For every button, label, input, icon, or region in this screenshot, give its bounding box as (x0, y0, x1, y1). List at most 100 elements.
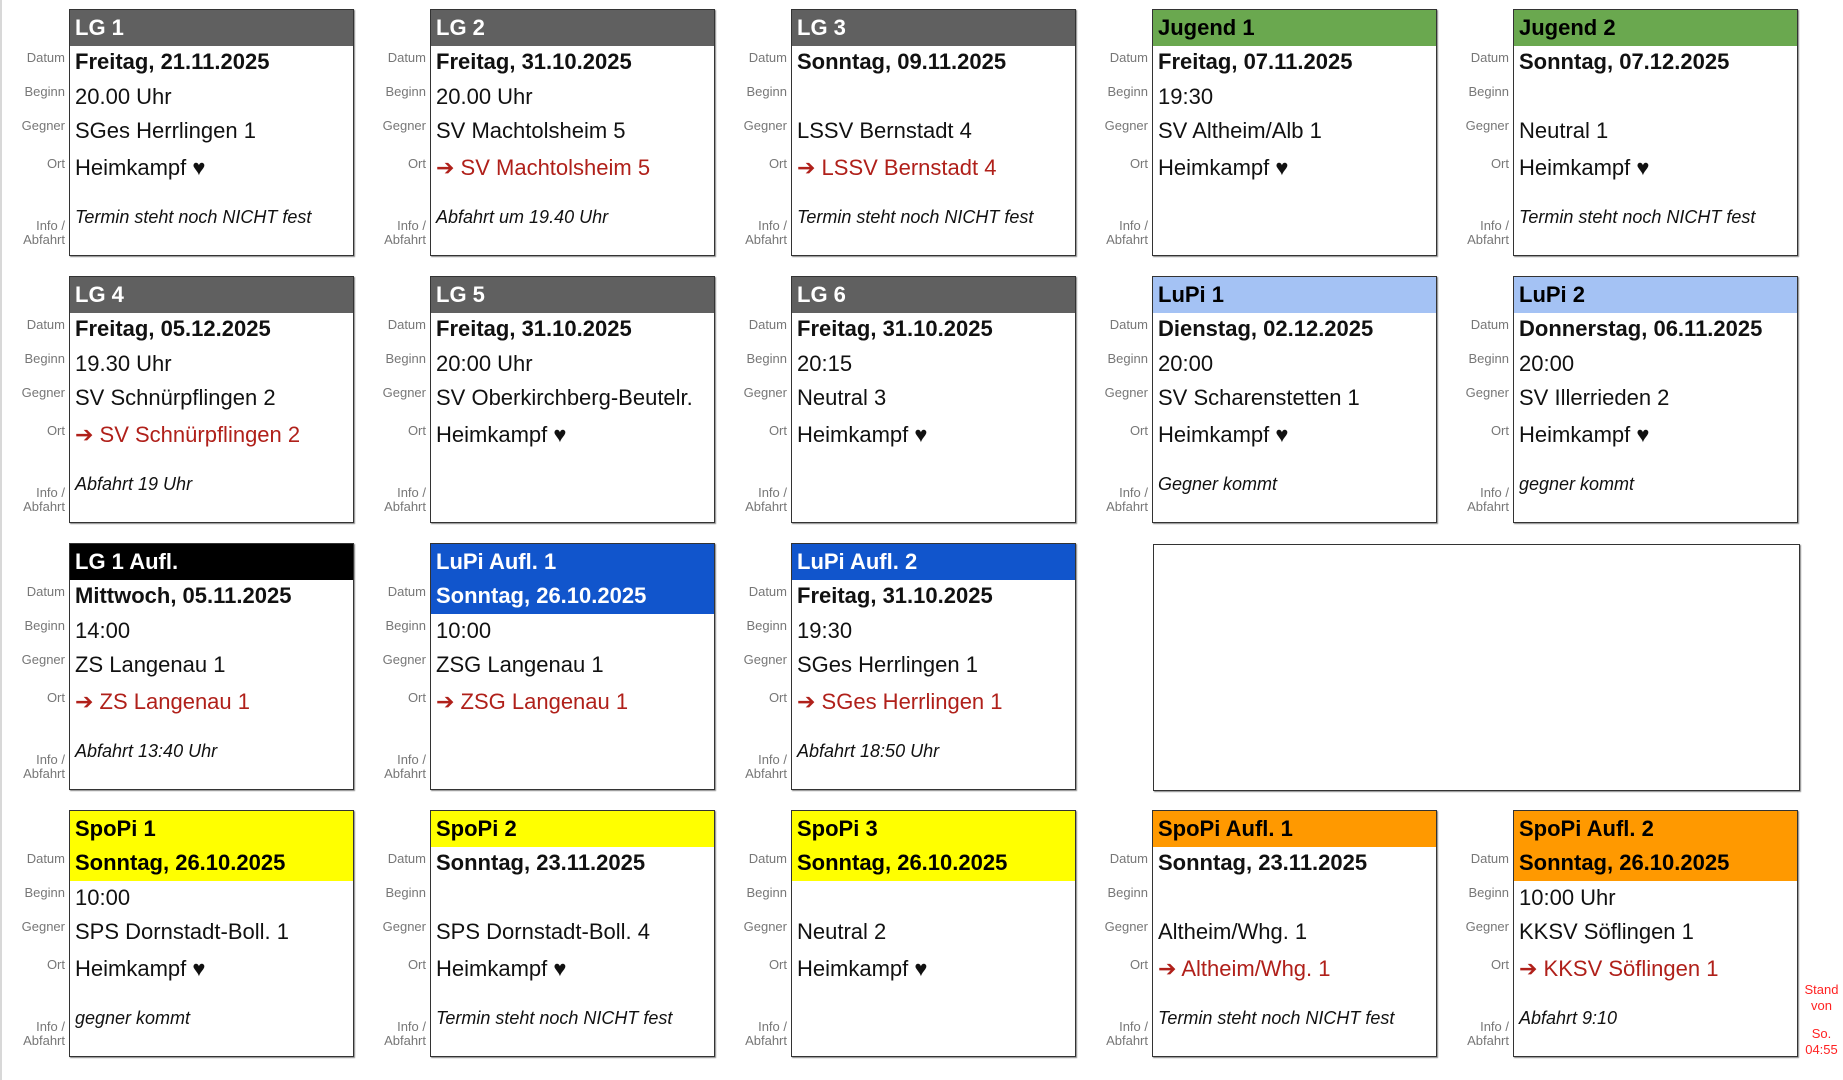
card-time (792, 80, 1075, 114)
label-info: Info / Abfahrt (23, 752, 65, 781)
label-location: Ort (1129, 423, 1148, 438)
team-card: Datum Beginn Gegner Ort Info / Abfahrt Sp… (22, 810, 354, 1057)
team-card: Datum Beginn Gegner Ort Info / Abfahrt Lu… (383, 543, 715, 790)
card-title: SpoPi Aufl. 1 (1153, 811, 1436, 847)
card-time (792, 881, 1075, 915)
card-title: Jugend 1 (1153, 10, 1436, 46)
label-location: Ort (1490, 156, 1509, 171)
card-box: LG 5 Freitag, 31.10.2025 20:00 Uhr SV Ob… (430, 276, 715, 523)
card-date: Sonntag, 23.11.2025 (436, 850, 646, 875)
card-location: Heimkampf ♥ (436, 956, 567, 981)
label-date: Datum (1109, 317, 1148, 332)
card-location: Heimkampf ♥ (797, 422, 928, 447)
card-title: SpoPi 2 (431, 811, 714, 847)
card-title: LuPi Aufl. 2 (792, 544, 1075, 580)
label-location: Ort (1129, 957, 1148, 972)
card-title: SpoPi 3 (792, 811, 1075, 847)
stand-timestamp: Stand von So. 04:55 (1800, 982, 1843, 1058)
card-opponent: SV Schnürpflingen 2 (75, 385, 276, 410)
label-opponent: Gegner (743, 118, 787, 133)
card-info (792, 457, 1075, 523)
card-location: ➔ SV Schnürpflingen 2 (75, 422, 301, 447)
label-time: Beginn (24, 618, 65, 633)
label-date: Datum (26, 317, 65, 332)
card-time: 19.30 Uhr (75, 351, 172, 376)
team-card: Datum Beginn Gegner Ort Info / Abfahrt Lu… (1105, 276, 1437, 523)
card-location: Heimkampf ♥ (75, 956, 206, 981)
card-box: LG 3 Sonntag, 09.11.2025 LSSV Bernstadt … (791, 9, 1076, 256)
team-card: Datum Beginn Gegner Ort Info / Abfahrt Sp… (1105, 810, 1437, 1057)
card-date: Freitag, 31.10.2025 (436, 49, 632, 74)
card-info: Abfahrt 18:50 Uhr (797, 741, 940, 761)
card-box: LuPi Aufl. 1 Sonntag, 26.10.2025 10:00 Z… (430, 543, 715, 790)
card-title: LG 5 (431, 277, 714, 313)
label-opponent: Gegner (21, 385, 65, 400)
label-date: Datum (26, 584, 65, 599)
card-location: Heimkampf ♥ (1158, 155, 1289, 180)
card-title: LG 2 (431, 10, 714, 46)
card-info (1153, 190, 1436, 256)
card-date: Freitag, 31.10.2025 (436, 316, 632, 341)
stand-line2: von (1811, 998, 1832, 1013)
label-location: Ort (1129, 156, 1148, 171)
label-info: Info / Abfahrt (745, 752, 787, 781)
card-time (1514, 80, 1797, 114)
label-time: Beginn (746, 351, 787, 366)
card-location: Heimkampf ♥ (797, 956, 928, 981)
label-opponent: Gegner (743, 385, 787, 400)
label-info: Info / Abfahrt (1106, 485, 1148, 514)
card-box: SpoPi 2 Sonntag, 23.11.2025 SPS Dornstad… (430, 810, 715, 1057)
label-location: Ort (1490, 423, 1509, 438)
card-title: LG 1 (70, 10, 353, 46)
card-box: LG 2 Freitag, 31.10.2025 20.00 Uhr SV Ma… (430, 9, 715, 256)
label-opponent: Gegner (1104, 385, 1148, 400)
label-time: Beginn (746, 885, 787, 900)
card-title: LG 4 (70, 277, 353, 313)
label-info: Info / Abfahrt (745, 1019, 787, 1048)
label-opponent: Gegner (1104, 919, 1148, 934)
card-box: LG 1 Freitag, 21.11.2025 20.00 Uhr SGes … (69, 9, 354, 256)
team-card: Datum Beginn Gegner Ort Info / Abfahrt Ju… (1105, 9, 1437, 256)
card-opponent: Neutral 1 (1519, 118, 1609, 143)
card-location: ➔ Altheim/Whg. 1 (1158, 956, 1331, 981)
label-opponent: Gegner (1465, 919, 1509, 934)
label-opponent: Gegner (382, 919, 426, 934)
card-date: Dienstag, 02.12.2025 (1158, 316, 1374, 341)
card-date: Mittwoch, 05.11.2025 (75, 583, 292, 608)
team-card: Datum Beginn Gegner Ort Info / Abfahrt LG… (383, 9, 715, 256)
label-opponent: Gegner (1104, 118, 1148, 133)
label-date: Datum (1109, 851, 1148, 866)
empty-card (1153, 544, 1800, 791)
label-time: Beginn (746, 618, 787, 633)
card-box: SpoPi Aufl. 2 Sonntag, 26.10.2025 10:00 … (1513, 810, 1798, 1057)
label-location: Ort (407, 423, 426, 438)
card-info: gegner kommt (1519, 474, 1635, 494)
label-location: Ort (46, 690, 65, 705)
label-date: Datum (26, 50, 65, 65)
card-box: LuPi 1 Dienstag, 02.12.2025 20:00 SV Sch… (1152, 276, 1437, 523)
card-time (431, 881, 714, 915)
card-location: Heimkampf ♥ (1519, 422, 1650, 447)
team-card: Datum Beginn Gegner Ort Info / Abfahrt Lu… (744, 543, 1076, 790)
card-opponent: SPS Dornstadt-Boll. 4 (436, 919, 650, 944)
card-date: Sonntag, 26.10.2025 (1514, 847, 1797, 881)
team-card: Datum Beginn Gegner Ort Info / Abfahrt Sp… (383, 810, 715, 1057)
card-opponent: SV Oberkirchberg-Beutelr. (436, 385, 693, 410)
card-info: Abfahrt 13:40 Uhr (75, 741, 218, 761)
card-date: Freitag, 07.11.2025 (1158, 49, 1353, 74)
card-opponent: SV Altheim/Alb 1 (1158, 118, 1322, 143)
card-location: Heimkampf ♥ (436, 422, 567, 447)
card-time: 10:00 (75, 885, 131, 910)
card-time (1153, 881, 1436, 915)
label-date: Datum (387, 584, 426, 599)
card-info (431, 724, 714, 790)
card-time: 10:00 (436, 618, 492, 643)
card-opponent: Neutral 3 (797, 385, 887, 410)
card-time: 20:00 (1519, 351, 1575, 376)
card-time: 19:30 (1158, 84, 1214, 109)
card-time: 20:00 (1158, 351, 1214, 376)
card-info: Termin steht noch NICHT fest (436, 1008, 673, 1028)
team-card: Datum Beginn Gegner Ort Info / Abfahrt LG… (744, 276, 1076, 523)
team-card: Datum Beginn Gegner Ort Info / Abfahrt LG… (22, 276, 354, 523)
team-card: Datum Beginn Gegner Ort Info / Abfahrt LG… (383, 276, 715, 523)
